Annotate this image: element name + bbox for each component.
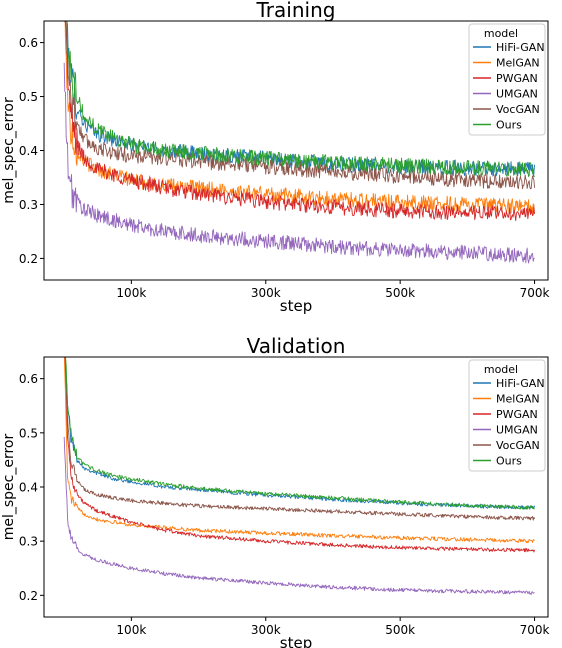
y-tick-label: 0.3 xyxy=(19,535,38,549)
x-tick-label: 500k xyxy=(385,286,415,300)
x-tick-label: 100k xyxy=(116,623,146,637)
legend-label: Ours xyxy=(496,455,522,468)
series-line-vocgan xyxy=(64,357,535,521)
chart-title: Validation xyxy=(247,334,346,358)
plot-area xyxy=(63,357,535,595)
plot-area xyxy=(63,21,536,264)
y-tick-label: 0.3 xyxy=(19,198,38,212)
y-axis-label: mel_spec_error xyxy=(1,433,17,540)
legend-label: PWGAN xyxy=(496,72,538,85)
x-axis-label: step xyxy=(280,634,312,648)
chart-panel-training: Training 0.2 0.3 0.4 0.5 0.6 100k 300k 500k 700k s… xyxy=(1,0,550,315)
x-tick-label: 500k xyxy=(385,623,415,637)
chart-title: Training xyxy=(256,0,336,22)
series-line-ours xyxy=(66,21,535,178)
series-line-pwgan xyxy=(64,357,535,553)
y-tick-label: 0.5 xyxy=(19,90,38,104)
series-line-melgan xyxy=(64,21,535,215)
y-tick-label: 0.5 xyxy=(19,426,38,440)
x-tick-label: 700k xyxy=(520,286,550,300)
y-tick-label: 0.4 xyxy=(19,144,38,158)
series-line-ours xyxy=(65,357,535,510)
x-tick-label: 300k xyxy=(251,623,281,637)
legend-label: MelGAN xyxy=(496,57,540,70)
series-line-hifi-gan xyxy=(65,21,536,177)
y-tick-label: 0.6 xyxy=(19,36,38,50)
y-tick-label: 0.4 xyxy=(19,481,38,495)
chart-panel-validation: Validation 0.2 0.3 0.4 0.5 0.6 100k 300k 500k 700… xyxy=(1,334,550,648)
legend-title: model xyxy=(484,363,518,376)
y-tick-label: 0.2 xyxy=(19,589,38,603)
series-line-vocgan xyxy=(64,21,536,190)
legend-label: VocGAN xyxy=(496,103,540,116)
legend-label: VocGAN xyxy=(496,439,540,452)
legend-label: PWGAN xyxy=(496,408,538,421)
series-line-melgan xyxy=(63,357,535,544)
legend-label: HiFi-GAN xyxy=(496,41,545,54)
x-axis-label: step xyxy=(280,297,312,315)
legend-label: MelGAN xyxy=(496,393,540,406)
x-tick-label: 700k xyxy=(520,623,550,637)
y-axis-label: mel_spec_error xyxy=(1,97,17,204)
legend-box xyxy=(468,359,546,472)
x-tick-label: 100k xyxy=(116,286,146,300)
legend-title: model xyxy=(484,27,518,40)
legend-label: UMGAN xyxy=(496,424,538,437)
y-tick-label: 0.2 xyxy=(19,252,38,266)
y-tick-label: 0.6 xyxy=(19,372,38,386)
series-line-pwgan xyxy=(64,21,536,222)
series-line-umgan xyxy=(63,62,535,264)
legend-label: HiFi-GAN xyxy=(496,377,545,390)
x-tick-label: 300k xyxy=(251,286,281,300)
legend-label: UMGAN xyxy=(496,88,538,101)
legend-box xyxy=(468,23,546,136)
series-line-umgan xyxy=(63,436,535,595)
legend-label: Ours xyxy=(496,119,522,132)
